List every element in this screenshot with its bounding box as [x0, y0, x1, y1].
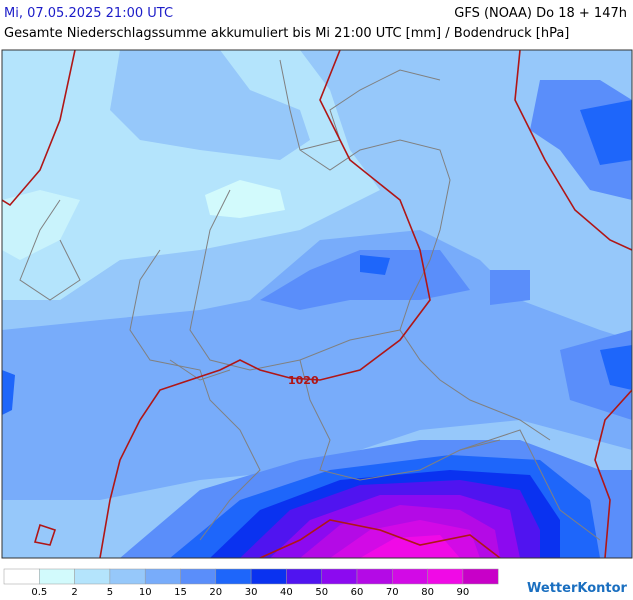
legend-label: 50	[315, 587, 328, 598]
map-title: Gesamte Niederschlagssumme akkumuliert b…	[4, 26, 570, 41]
legend-swatch	[109, 568, 146, 585]
map-frame	[1, 49, 633, 559]
legend-swatch	[427, 568, 464, 585]
legend-label: 70	[386, 587, 399, 598]
legend-label: 90	[457, 587, 470, 598]
legend: 0.5 2 5 10 15 20 30 40 50 60 70 80 90	[3, 568, 499, 598]
model-run: GFS (NOAA) Do 18 + 147h	[454, 6, 627, 21]
isobar-label: 1020	[288, 374, 319, 387]
datetime: Mi, 07.05.2025 21:00 UTC	[4, 6, 174, 21]
legend-swatch	[356, 568, 393, 585]
legend-label: 5	[107, 587, 113, 598]
legend-swatch	[74, 568, 111, 585]
legend-swatch	[321, 568, 358, 585]
isobars	[2, 50, 632, 558]
brand-logo: WetterKontor	[527, 581, 628, 596]
legend-label: 15	[174, 587, 187, 598]
borders	[19, 59, 601, 541]
legend-swatch	[392, 568, 428, 585]
legend-label: 20	[209, 587, 222, 598]
legend-swatch	[144, 568, 181, 585]
legend-label: 80	[421, 587, 434, 598]
legend-label: 2	[71, 587, 77, 598]
legend-swatch	[286, 568, 322, 585]
legend-swatch	[215, 568, 252, 585]
legend-label: 0.5	[31, 587, 47, 598]
legend-label: 10	[139, 587, 152, 598]
legend-swatch	[180, 568, 217, 585]
legend-label: 40	[280, 587, 293, 598]
legend-swatch	[39, 568, 75, 585]
legend-swatch	[462, 568, 499, 585]
legend-swatch	[250, 568, 287, 585]
precip-field	[2, 50, 632, 558]
legend-swatch	[3, 568, 40, 585]
legend-label: 60	[351, 587, 364, 598]
legend-label: 30	[245, 587, 258, 598]
